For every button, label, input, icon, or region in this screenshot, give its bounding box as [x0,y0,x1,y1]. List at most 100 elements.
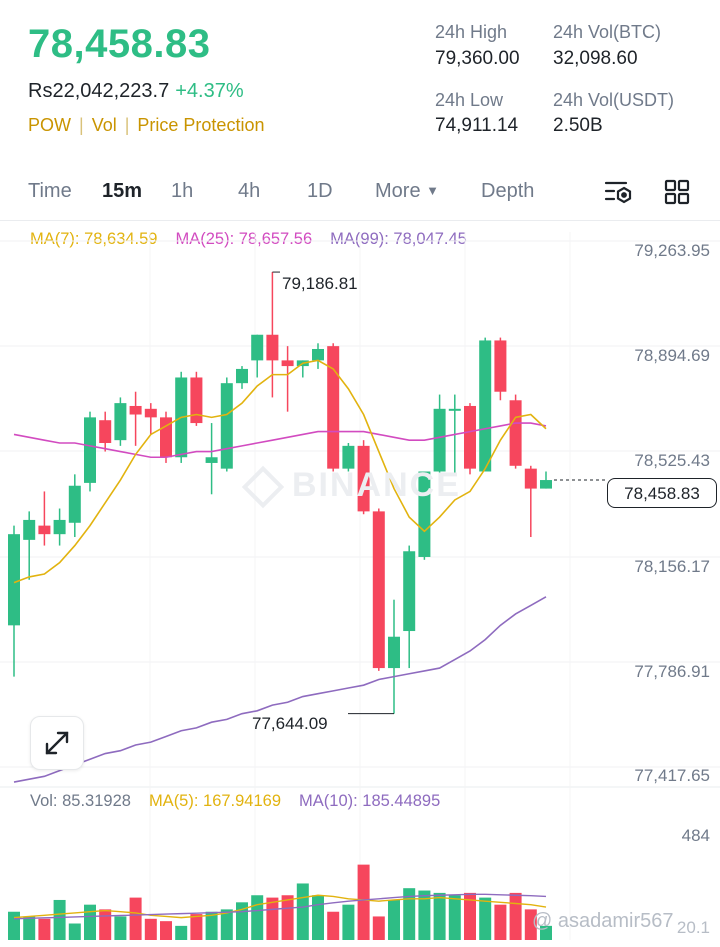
tag-price-protection[interactable]: Price Protection [137,115,265,135]
tab-1h[interactable]: 1h [171,180,194,202]
tab-1d[interactable]: 1D [307,180,333,202]
ma99-legend: MA(99): 78,047.45 [330,230,467,248]
volume-bar [540,925,552,940]
vol-axis-top: 484 [681,826,710,845]
volume-bar [342,904,355,940]
volume-bar [251,895,264,940]
low-annotation: 77,644.09 [252,714,328,733]
volume-bar [190,914,203,940]
candle-body [479,340,492,472]
candle-body [540,480,552,489]
tab-time[interactable]: Time [28,180,72,202]
expand-icon [45,731,69,755]
interval-tab-bar: Time 15m 1h 4h 1D More ▼ Depth [0,168,720,218]
tab-4h[interactable]: 4h [238,180,261,202]
volume-bar [448,895,461,940]
volume-bar [312,895,324,940]
candle-body [524,468,537,489]
vol-ma5-legend: MA(5): 167.94169 [148,792,282,810]
current-price-label: 78,458.83 [607,478,717,508]
fiat-price: Rs22,042,223.7 [28,80,170,102]
ma25-line [13,422,547,459]
candle-body [129,405,142,415]
volume-bar [220,909,233,940]
y-axis-label: 78,894.69 [634,346,710,365]
stat-24h-low-label: 24h Low [435,90,504,110]
volume-bar [509,892,522,940]
vol-ma5-line [13,894,547,919]
binance-logo-icon [241,465,285,509]
ma99-line [13,596,547,783]
volume-bar [372,916,385,940]
volume-bar [129,897,142,940]
candle-body [357,445,370,512]
volume-bar [479,897,492,940]
ma-legend: MA(7): 78,634.59 MA(25): 78,657.56 MA(99… [30,230,467,249]
vol-ma10-line [13,893,547,920]
stat-24h-vol-btc-value: 32,098.60 [553,48,638,69]
candle-body [8,534,20,626]
candle-body [205,457,218,463]
candle-body [509,400,522,466]
volume-bar [53,899,66,940]
candle-body [99,420,112,444]
volume-bar [84,904,96,940]
volume-bar [175,925,188,940]
credit-watermark: @ asadamir567 [532,910,674,932]
candle-body [312,348,324,361]
ma25-legend: MA(25): 78,657.56 [175,230,313,248]
stat-24h-high-value: 79,360.00 [435,48,520,69]
price-change: +4.37% [175,80,244,102]
candle-body [448,408,461,411]
volume-bar [266,897,279,940]
fiat-price-row: Rs22,042,223.7 +4.37% [28,80,244,103]
candle-body [418,471,431,557]
tag-separator: | [124,115,130,135]
volume-bar [114,916,127,940]
volume-bar [494,904,507,940]
indicator-settings-icon[interactable] [604,179,634,210]
candle-body [403,551,416,632]
watermark: BINANCE [241,465,461,509]
volume-bar [357,864,370,940]
volume-bar [8,911,20,940]
candle-body [190,377,203,424]
candle-body [68,485,81,523]
stat-24h-low-value: 74,911.14 [435,115,519,136]
ma7-legend: MA(7): 78,634.59 [30,230,158,248]
tab-more[interactable]: More ▼ [375,180,439,203]
candle-body [281,360,294,367]
candle-body [388,636,400,669]
volume-bar [281,895,294,940]
tag-vol[interactable]: Vol [91,115,117,135]
volume-bar [327,911,340,940]
candle-body [236,368,248,384]
stat-24h-vol-btc-label: 24h Vol(BTC) [553,22,662,42]
candle-body [53,519,66,535]
ma7-line [13,359,547,584]
tab-15m[interactable]: 15m [102,180,143,202]
volume-bar [99,909,112,940]
caret-down-icon: ▼ [426,183,440,198]
tag-pow[interactable]: POW [28,115,71,135]
candle-body [84,417,96,483]
y-axis-label: 77,786.91 [634,662,710,681]
tab-depth[interactable]: Depth [481,180,535,202]
candle-body [464,405,476,469]
grid-layout-icon[interactable] [664,179,690,210]
volume-bar [296,883,309,940]
y-axis-label: 79,263.95 [634,241,710,260]
expand-chart-button[interactable] [30,716,84,770]
volume-bar [38,918,51,940]
candle-body [251,334,264,361]
vol-ma10-legend: MA(10): 185.44895 [299,792,441,810]
y-axis-label: 77,417.65 [634,766,710,785]
volume-bar [433,892,446,940]
tag-separator: | [79,115,84,135]
volume-bar [388,899,400,940]
y-axis-label: 78,525.43 [634,451,710,470]
volume-bar [23,916,36,940]
volume-bar [524,909,537,940]
candle-body [23,519,36,540]
